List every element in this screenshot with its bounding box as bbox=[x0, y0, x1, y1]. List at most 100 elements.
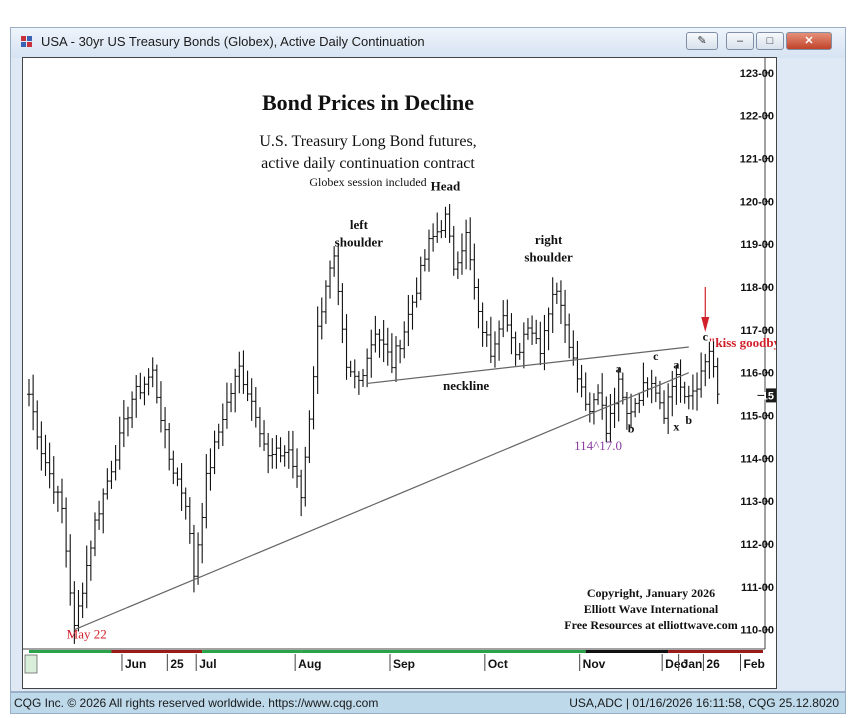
price-bar bbox=[39, 421, 44, 471]
price-bar bbox=[670, 370, 675, 417]
y-tick-label: 123-00 bbox=[740, 68, 774, 80]
price-bar bbox=[262, 420, 267, 451]
y-tick-label: 122-00 bbox=[740, 111, 774, 123]
price-bar bbox=[171, 450, 176, 485]
price-bar bbox=[637, 392, 642, 413]
price-bar bbox=[711, 341, 716, 378]
price-bar bbox=[88, 540, 93, 581]
price-bar bbox=[690, 374, 695, 410]
price-bar bbox=[158, 381, 163, 433]
price-bar bbox=[612, 387, 617, 429]
chart-title: Bond Prices in Decline bbox=[262, 90, 474, 115]
price-bar bbox=[600, 373, 605, 420]
x-tick-label: Jun bbox=[125, 657, 146, 671]
price-bar bbox=[521, 322, 526, 369]
chart-subtitle-line: active daily continuation contract bbox=[261, 155, 475, 172]
annotation-label: "kiss goodbye" bbox=[708, 335, 776, 350]
chart-area[interactable]: 110-00 111-00 112-00 113-00 114-00 115-00 116-… bbox=[22, 57, 777, 689]
price-bar bbox=[546, 307, 551, 351]
price-bar bbox=[31, 374, 36, 431]
window-title: USA - 30yr US Treasury Bonds (Globex), A… bbox=[41, 34, 425, 49]
price-bar bbox=[237, 351, 242, 394]
price-bar bbox=[361, 368, 366, 387]
price-bar bbox=[138, 372, 143, 400]
price-bar bbox=[662, 390, 667, 424]
time-strip-segment bbox=[301, 650, 586, 653]
y-tick-label: 121-00 bbox=[740, 154, 774, 166]
price-bar bbox=[542, 314, 547, 371]
price-bar bbox=[369, 329, 374, 378]
annotation-label: neckline bbox=[443, 378, 489, 393]
y-tick-label: 114-00 bbox=[740, 453, 774, 465]
price-bar bbox=[406, 294, 411, 347]
price-bar bbox=[563, 289, 568, 344]
price-bar bbox=[443, 206, 448, 238]
time-strip-segment bbox=[585, 650, 669, 653]
price-bar bbox=[274, 435, 279, 469]
price-bar bbox=[418, 256, 423, 301]
price-bar bbox=[204, 454, 209, 529]
pin-icon: ✎ bbox=[697, 35, 707, 47]
price-bar bbox=[245, 370, 250, 402]
price-bar bbox=[538, 321, 543, 366]
price-bar bbox=[187, 497, 192, 544]
price-chart[interactable]: 110-00 111-00 112-00 113-00 114-00 115-00 116-… bbox=[23, 58, 776, 688]
annotation-label: Head bbox=[431, 179, 461, 194]
chart-window: USA - 30yr US Treasury Bonds (Globex), A… bbox=[10, 27, 846, 692]
price-bar bbox=[488, 316, 493, 364]
x-tick-label: Dec bbox=[665, 657, 687, 671]
price-bar bbox=[76, 589, 81, 632]
close-button[interactable]: ✕ bbox=[786, 32, 832, 50]
price-bar bbox=[435, 212, 440, 243]
price-bar bbox=[501, 300, 506, 338]
price-bar bbox=[657, 380, 662, 410]
price-bar bbox=[332, 246, 337, 277]
price-bar bbox=[163, 407, 168, 449]
annotation-label: c bbox=[653, 349, 659, 363]
price-bar bbox=[439, 220, 444, 239]
price-bar bbox=[290, 430, 295, 479]
price-bar bbox=[509, 313, 514, 355]
support-trendline bbox=[74, 372, 690, 631]
price-bar bbox=[266, 432, 271, 474]
price-bar bbox=[253, 387, 258, 428]
price-bar bbox=[278, 437, 283, 463]
y-tick-label: 120-00 bbox=[740, 196, 774, 208]
price-bar bbox=[336, 242, 341, 306]
title-bar[interactable]: USA - 30yr US Treasury Bonds (Globex), A… bbox=[11, 28, 845, 58]
price-bar bbox=[352, 359, 357, 389]
price-bar bbox=[459, 233, 464, 275]
price-bar bbox=[484, 320, 489, 347]
price-bar bbox=[497, 320, 502, 361]
price-bar bbox=[365, 348, 370, 388]
price-bar bbox=[179, 463, 184, 511]
annotation-label: c bbox=[703, 330, 709, 344]
price-bar bbox=[381, 319, 386, 363]
status-timestamp: USA,ADC | 01/16/2026 16:11:58, CQG 25.12… bbox=[569, 696, 839, 710]
maximize-button[interactable]: □ bbox=[756, 32, 784, 50]
price-bar bbox=[385, 327, 390, 366]
price-bar bbox=[398, 339, 403, 364]
y-tick-label: 111-00 bbox=[741, 582, 774, 594]
price-bar bbox=[699, 352, 704, 398]
pin-button[interactable]: ✎ bbox=[686, 32, 718, 50]
price-bar bbox=[282, 445, 287, 467]
minimize-button[interactable]: – bbox=[726, 32, 754, 50]
price-bar bbox=[208, 448, 213, 491]
price-bar bbox=[666, 383, 671, 435]
price-bar bbox=[377, 328, 382, 358]
price-bar bbox=[97, 500, 102, 530]
price-bar bbox=[101, 488, 106, 534]
price-bar bbox=[394, 336, 398, 383]
price-bar bbox=[315, 306, 320, 395]
price-bar bbox=[715, 357, 720, 404]
price-bar bbox=[295, 448, 300, 488]
price-bar bbox=[307, 410, 312, 464]
price-bar bbox=[319, 297, 324, 340]
price-bar bbox=[513, 331, 518, 366]
price-bar bbox=[645, 377, 650, 398]
x-tick-label: Feb bbox=[744, 657, 765, 671]
price-bar bbox=[196, 532, 201, 585]
price-bar bbox=[344, 314, 349, 380]
price-bar bbox=[447, 204, 452, 243]
